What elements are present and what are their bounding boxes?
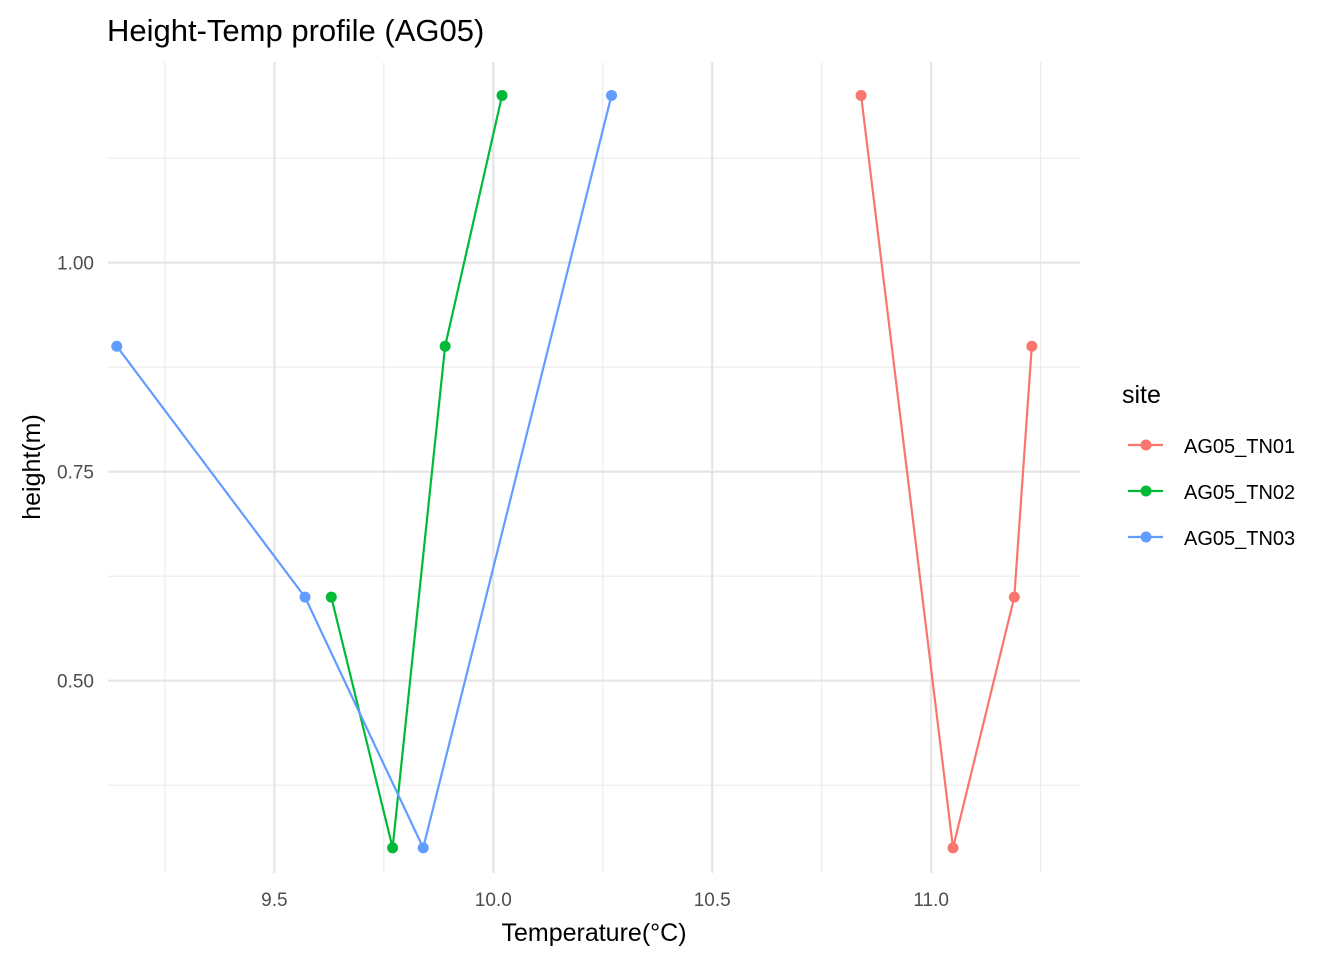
chart-title: Height-Temp profile (AG05) — [107, 13, 484, 48]
data-point-ag05_tn03 — [299, 591, 311, 603]
data-point-ag05_tn03 — [606, 89, 618, 101]
legend-label: AG05_TN02 — [1184, 482, 1295, 504]
legend-items: AG05_TN01 AG05_TN02 AG05_TN03 — [1128, 436, 1295, 550]
x-tick-label: 11.0 — [913, 890, 949, 911]
series-line-ag05_tn02 — [330, 95, 504, 850]
series-layer — [111, 89, 1038, 854]
legend-key-point — [1140, 439, 1152, 451]
tick-layer: 9.5 10.0 10.5 11.0 0.50 0.75 1.00 — [57, 254, 949, 911]
data-point-ag05_tn02 — [387, 842, 399, 854]
y-tick-label: 0.50 — [57, 672, 94, 693]
legend-item-ag05_tn02: AG05_TN02 — [1128, 482, 1295, 504]
legend-item-ag05_tn01: AG05_TN01 — [1128, 436, 1295, 458]
legend: site AG05_TN01 AG05_TN02 AG05_TN03 — [1122, 381, 1295, 550]
legend-title: site — [1122, 381, 1161, 409]
data-point-ag05_tn03 — [111, 340, 123, 352]
series-line-ag05_tn03 — [115, 95, 613, 850]
x-tick-label: 9.5 — [261, 890, 287, 911]
data-point-ag05_tn02 — [496, 89, 508, 101]
legend-key-point — [1140, 531, 1152, 543]
data-point-ag05_tn02 — [439, 340, 451, 352]
y-axis-label: height(m) — [18, 414, 46, 520]
data-point-ag05_tn01 — [1008, 591, 1020, 603]
data-point-ag05_tn01 — [947, 842, 959, 854]
data-point-ag05_tn02 — [325, 591, 337, 603]
x-axis-label: Temperature(°C) — [501, 919, 686, 947]
data-point-ag05_tn03 — [417, 842, 429, 854]
data-point-ag05_tn01 — [1026, 340, 1038, 352]
grid-layer — [108, 62, 1080, 873]
x-tick-label: 10.5 — [694, 890, 731, 911]
y-tick-label: 1.00 — [57, 254, 94, 275]
y-tick-label: 0.75 — [57, 463, 94, 484]
legend-key-point — [1140, 485, 1152, 497]
data-point-ag05_tn01 — [855, 89, 867, 101]
series-line-ag05_tn01 — [860, 95, 1033, 850]
legend-item-ag05_tn03: AG05_TN03 — [1128, 528, 1295, 550]
x-tick-label: 10.0 — [475, 890, 512, 911]
legend-label: AG05_TN03 — [1184, 528, 1295, 550]
legend-label: AG05_TN01 — [1184, 436, 1295, 458]
